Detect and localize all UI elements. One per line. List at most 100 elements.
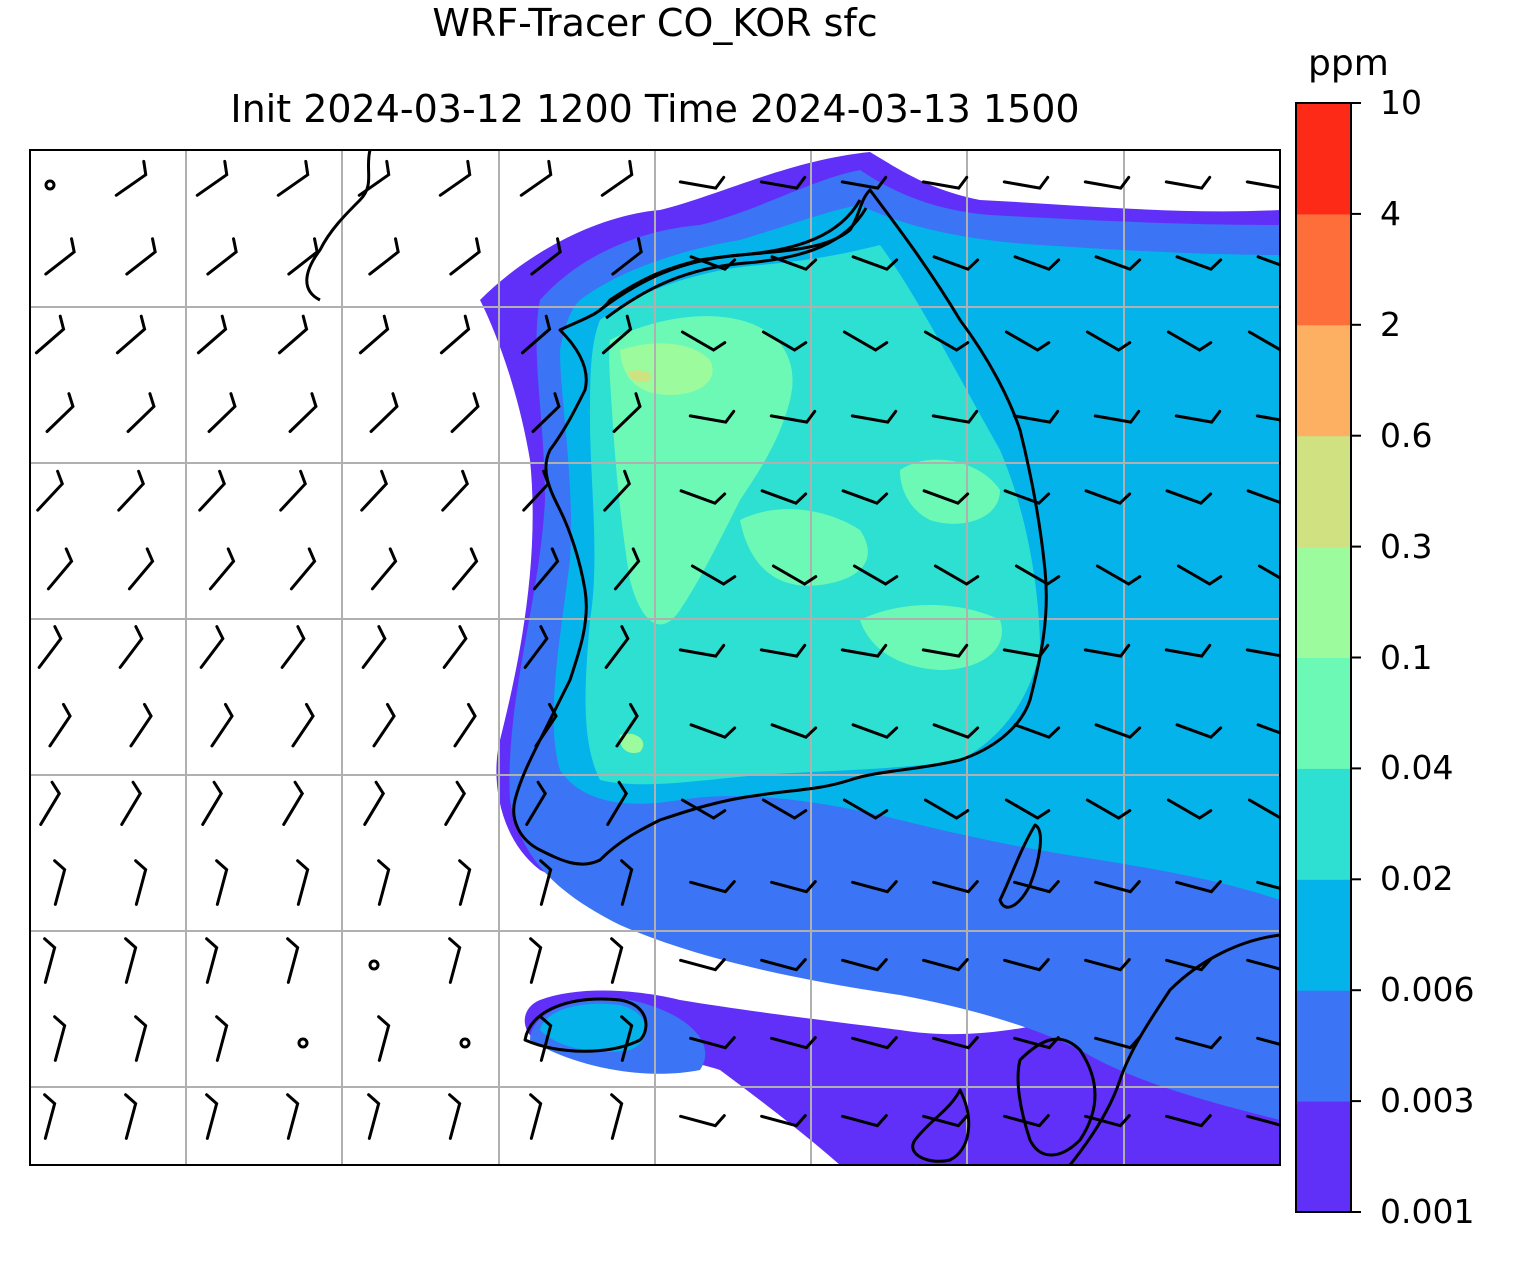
wind-barb bbox=[458, 859, 472, 906]
wind-barb bbox=[114, 159, 148, 197]
wind-barb bbox=[932, 880, 979, 894]
colorbar-band bbox=[1296, 879, 1351, 991]
wind-barb bbox=[840, 175, 888, 190]
wind-barb bbox=[444, 780, 467, 826]
level-01 bbox=[619, 343, 713, 754]
wind-barb bbox=[759, 175, 807, 190]
wind-barb bbox=[525, 780, 548, 826]
wind-barb bbox=[43, 937, 57, 984]
wind-barb bbox=[120, 780, 143, 826]
wind-barb bbox=[276, 159, 310, 197]
wind-barb bbox=[363, 780, 386, 826]
wind-barb bbox=[195, 159, 229, 197]
wind-barb bbox=[1246, 1114, 1280, 1128]
wind-barb bbox=[678, 175, 726, 190]
wind-barb bbox=[612, 392, 642, 434]
wind-barb bbox=[601, 314, 633, 355]
wind-barb bbox=[689, 880, 736, 894]
wind-barb bbox=[377, 859, 391, 906]
colorbar-tick-label: 0.3 bbox=[1380, 526, 1433, 566]
wind-barb bbox=[1003, 489, 1051, 505]
colorbar-tick-label: 2 bbox=[1380, 304, 1401, 344]
wind-barb bbox=[850, 409, 898, 424]
japan-coastline-3 bbox=[911, 1088, 971, 1163]
wind-barb bbox=[1164, 643, 1212, 658]
wind-barb bbox=[522, 469, 551, 512]
wind-barb bbox=[286, 1093, 300, 1140]
wind-barb bbox=[368, 237, 400, 276]
wind-barb bbox=[1256, 723, 1280, 739]
lat-lon-grid bbox=[30, 150, 1280, 1165]
wind-barb bbox=[760, 958, 807, 972]
wind-barb bbox=[923, 330, 970, 352]
wind-barb bbox=[1083, 175, 1131, 190]
colorbar-band bbox=[1296, 435, 1351, 548]
wind-barb bbox=[1256, 1036, 1280, 1050]
wind-barb bbox=[291, 702, 315, 748]
ulleung-tsushima bbox=[998, 823, 1042, 909]
wind-barb bbox=[134, 859, 148, 906]
wind-barb bbox=[125, 237, 157, 276]
calm-wind-marker bbox=[297, 1037, 309, 1049]
wind-barb bbox=[286, 937, 300, 984]
wind-barb bbox=[932, 1036, 979, 1050]
wind-barb bbox=[1004, 330, 1051, 352]
wind-barb bbox=[760, 1114, 807, 1128]
wind-barb bbox=[851, 255, 899, 271]
colorbar-band bbox=[1296, 1101, 1351, 1213]
wind-barb bbox=[620, 1015, 634, 1062]
wind-barb bbox=[761, 330, 808, 352]
wind-barb bbox=[851, 880, 898, 894]
colorbar-bands bbox=[1296, 103, 1351, 1213]
wind-barb bbox=[1012, 409, 1060, 424]
wind-barb bbox=[840, 643, 888, 658]
wind-barb bbox=[610, 1093, 624, 1140]
wind-barb bbox=[439, 314, 471, 355]
wind-barb bbox=[1084, 489, 1132, 505]
wind-barb bbox=[680, 330, 727, 352]
wind-barb bbox=[1165, 958, 1212, 972]
wind-barb bbox=[761, 798, 808, 820]
map-frame bbox=[29, 149, 1281, 1166]
wind-barb bbox=[377, 1015, 391, 1062]
colorbar-tick-label: 10 bbox=[1380, 83, 1422, 122]
wind-barb bbox=[198, 469, 227, 512]
wind-barb bbox=[442, 625, 468, 669]
wind-barb bbox=[520, 314, 552, 355]
wind-barb bbox=[1256, 255, 1280, 271]
wind-barb bbox=[921, 643, 969, 658]
wind-barb bbox=[1164, 175, 1212, 190]
wind-barb bbox=[448, 937, 462, 984]
wind-barb bbox=[450, 392, 480, 434]
wind-barb bbox=[759, 643, 807, 658]
colorbar-tick-label: 0.001 bbox=[1380, 1192, 1475, 1231]
colorbar-tick-label: 0.02 bbox=[1380, 859, 1454, 899]
wind-barb bbox=[46, 547, 74, 591]
wind-barb bbox=[922, 489, 970, 505]
korea-peninsula-coastline bbox=[512, 188, 1048, 866]
wind-barb bbox=[207, 392, 237, 434]
wind-barb bbox=[199, 625, 225, 669]
wind-barb bbox=[611, 237, 643, 276]
calm-wind-marker bbox=[459, 1037, 471, 1049]
wind-barb bbox=[603, 469, 632, 512]
wind-barb bbox=[610, 937, 624, 984]
wind-barb bbox=[124, 937, 138, 984]
wind-barb bbox=[372, 702, 396, 748]
wind-barb bbox=[529, 937, 543, 984]
wind-barb bbox=[1004, 798, 1051, 820]
colorbar-tick-label: 0.04 bbox=[1380, 748, 1454, 788]
wind-barb bbox=[1166, 330, 1213, 352]
wind-barb bbox=[1245, 175, 1280, 190]
wind-barb bbox=[361, 625, 387, 669]
wind-barb bbox=[441, 469, 470, 512]
wind-barb bbox=[689, 255, 737, 271]
dmz-boundary-2 bbox=[605, 207, 868, 320]
wind-barb bbox=[53, 1015, 67, 1062]
wind-barb bbox=[1174, 409, 1222, 424]
colorbar-ticks bbox=[1351, 102, 1361, 1213]
wind-barb bbox=[523, 625, 549, 669]
wind-barb bbox=[34, 314, 66, 355]
